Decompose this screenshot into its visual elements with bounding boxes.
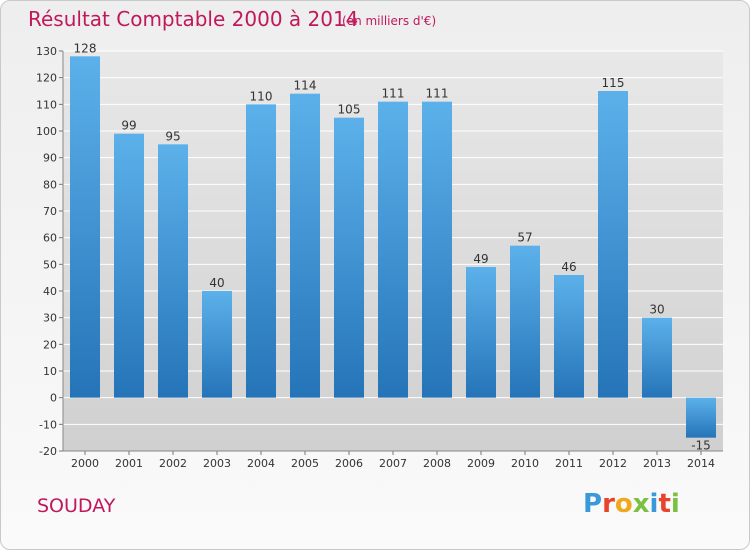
commune-name: SOUDAY — [37, 495, 116, 517]
bar-value-label: 95 — [165, 129, 180, 143]
bar-value-label: 46 — [561, 260, 576, 274]
bar-value-label: 40 — [209, 276, 224, 290]
y-tick-label: 80 — [43, 178, 57, 191]
y-tick-label: 60 — [43, 232, 57, 245]
bar-value-label: 111 — [382, 87, 405, 101]
y-tick-label: 20 — [43, 338, 57, 351]
bar-value-label: 110 — [250, 89, 273, 103]
logo-letter: t — [658, 489, 671, 519]
bar — [422, 101, 452, 398]
bar — [70, 56, 100, 398]
x-tick-label: 2010 — [511, 457, 539, 470]
bar-value-label: 99 — [121, 119, 136, 133]
bar — [334, 117, 364, 398]
logo-letter: P — [583, 489, 603, 519]
y-tick-label: 70 — [43, 205, 57, 218]
y-tick-label: 0 — [50, 392, 57, 405]
y-tick-label: 50 — [43, 258, 57, 271]
chart-title: Résultat Comptable 2000 à 2014 — [28, 7, 359, 31]
bar — [378, 101, 408, 398]
x-tick-label: 2004 — [247, 457, 275, 470]
logo-letter: r — [602, 489, 615, 519]
bar — [598, 91, 628, 398]
logo-letter: i — [649, 489, 659, 519]
y-tick-label: 130 — [36, 45, 57, 58]
logo-letter: x — [632, 489, 650, 519]
x-tick-label: 2003 — [203, 457, 231, 470]
x-tick-label: 2006 — [335, 457, 363, 470]
y-tick-label: 120 — [36, 72, 57, 85]
bar — [114, 133, 144, 398]
x-tick-label: 2000 — [71, 457, 99, 470]
bar — [246, 104, 276, 398]
bar — [510, 245, 540, 398]
logo-letter: i — [670, 489, 680, 519]
x-tick-label: 2008 — [423, 457, 451, 470]
x-tick-label: 2007 — [379, 457, 407, 470]
bar-value-label: 115 — [602, 76, 625, 90]
x-tick-label: 2011 — [555, 457, 583, 470]
x-tick-label: 2013 — [643, 457, 671, 470]
bar — [642, 317, 672, 398]
bar-value-label: -15 — [691, 439, 711, 453]
y-tick-label: 100 — [36, 125, 57, 138]
y-tick-label: 10 — [43, 365, 57, 378]
x-tick-label: 2001 — [115, 457, 143, 470]
bar — [554, 275, 584, 398]
x-tick-label: 2012 — [599, 457, 627, 470]
y-tick-label: 30 — [43, 312, 57, 325]
bar-value-label: 57 — [517, 231, 532, 245]
y-tick-label: -20 — [39, 445, 57, 458]
bar — [466, 267, 496, 398]
y-tick-label: 40 — [43, 285, 57, 298]
x-tick-label: 2002 — [159, 457, 187, 470]
bar-value-label: 111 — [426, 87, 449, 101]
x-tick-label: 2005 — [291, 457, 319, 470]
x-tick-label: 2009 — [467, 457, 495, 470]
chart-subtitle: (en milliers d'€) — [342, 14, 437, 28]
y-tick-label: 90 — [43, 152, 57, 165]
y-tick-label: -10 — [39, 418, 57, 431]
bar — [158, 144, 188, 398]
bar-value-label: 128 — [74, 41, 97, 55]
bar — [686, 397, 716, 438]
logo-letter: o — [614, 489, 633, 519]
bar-value-label: 114 — [294, 79, 317, 93]
proxiti-logo[interactable]: Proxiti — [583, 489, 680, 519]
bar-value-label: 49 — [473, 252, 488, 266]
bar — [202, 291, 232, 398]
x-tick-label: 2014 — [687, 457, 715, 470]
bar-value-label: 105 — [338, 103, 361, 117]
bar-value-label: 30 — [649, 303, 664, 317]
bar — [290, 93, 320, 398]
y-tick-label: 110 — [36, 98, 57, 111]
